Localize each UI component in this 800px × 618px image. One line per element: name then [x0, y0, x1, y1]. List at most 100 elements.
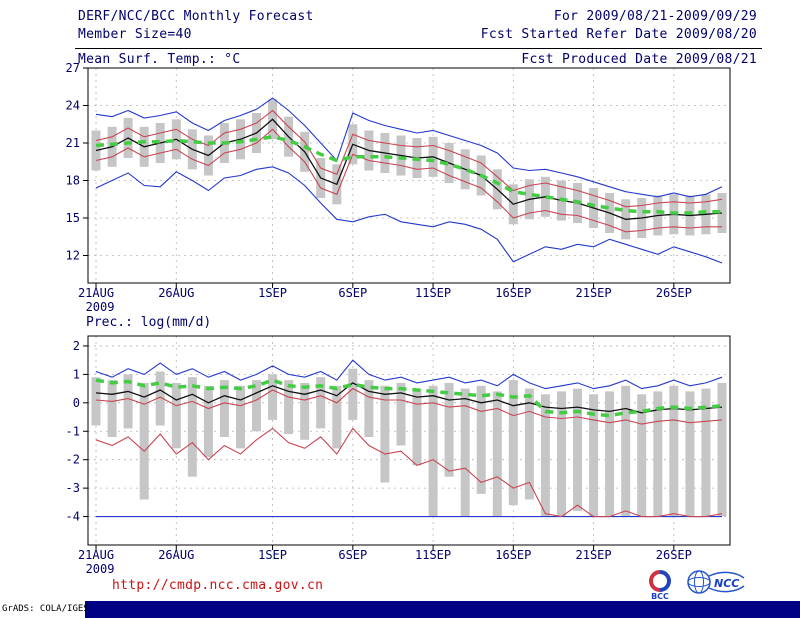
y-tick-label: -3	[66, 481, 80, 495]
x-tick-label: 11SEP	[415, 286, 451, 300]
ensemble-spread-bar	[187, 377, 197, 477]
member-size-label: Member Size=40	[78, 27, 192, 42]
lower-spread-line	[95, 427, 723, 518]
ensemble-mean-line	[95, 382, 723, 414]
ensemble-mean-line	[95, 118, 723, 220]
ensemble-spread-bar	[428, 385, 438, 517]
ensemble-spread-bar	[685, 391, 695, 517]
precipitation-panel-title: Prec.: log(mm/d)	[86, 315, 212, 330]
climatology-dashed-line	[95, 135, 722, 215]
ensemble-spread-bar	[348, 368, 358, 420]
ensemble-spread-bar	[476, 385, 486, 494]
ensemble-spread-bar	[540, 394, 550, 517]
ensemble-min-line	[95, 166, 723, 264]
x-tick-label: 11SEP	[415, 548, 451, 562]
ensemble-spread-bar	[107, 380, 117, 437]
ensemble-spread-bar	[589, 394, 599, 517]
page-title: DERF/NCC/BCC Monthly Forecast	[78, 9, 314, 24]
temperature-panel: 27 24 21 18 15 12 21AUG 26AUG 1SEP 6SEP 11SEP 16SEP…	[66, 61, 731, 314]
precipitation-panel: 2 1 0 -1 -2 -3 -4 21AUG 26AUG 1SEP 6SEP 11SEP 16SEP 2…	[66, 335, 731, 576]
ensemble-spread-bar	[669, 385, 679, 517]
ensemble-spread-bar	[557, 391, 566, 517]
x-tick-label: 26SEP	[656, 548, 692, 562]
bcc-logo-icon: BCC	[649, 570, 671, 600]
y-tick-label: -1	[66, 424, 80, 438]
x-tick-label: 1SEP	[258, 548, 287, 562]
plot-frame	[87, 67, 731, 284]
x-tick-label: 21AUG	[78, 548, 114, 562]
ensemble-spread-bar	[444, 382, 454, 477]
y-tick-label: 12	[66, 249, 80, 263]
ensemble-spread-bar	[316, 377, 326, 429]
ensemble-spread-bar	[701, 388, 711, 517]
x-tick-label: 6SEP	[338, 286, 367, 300]
ensemble-spread-bar	[621, 385, 631, 517]
x-tick-label: 21AUG	[78, 286, 114, 300]
ensemble-spread-bar	[123, 374, 133, 429]
ensemble-spread-bar	[203, 385, 213, 457]
ensemble-spread-bar	[364, 380, 374, 437]
y-tick-label: 1	[73, 367, 80, 381]
ensemble-spread-bar	[236, 385, 245, 449]
ensemble-spread-bar	[252, 380, 261, 432]
temperature-panel-title: Mean Surf. Temp.: °C	[78, 52, 241, 67]
x-tick-label: 16SEP	[495, 286, 531, 300]
bcc-logo-label: BCC	[651, 592, 669, 600]
ensemble-spread-bar	[219, 380, 229, 437]
year-label: 2009	[86, 562, 115, 576]
ensemble-spread-bar	[492, 391, 502, 517]
plot-frame	[87, 335, 731, 546]
ensemble-spread-bar	[268, 374, 278, 420]
x-tick-label: 21SEP	[576, 548, 612, 562]
lower-spread-line	[95, 128, 722, 233]
y-tick-label: -4	[66, 510, 80, 524]
produced-date-label: Fcst Produced Date 2009/08/21	[521, 52, 757, 67]
x-tick-label: 6SEP	[338, 548, 367, 562]
ensemble-max-line	[95, 97, 723, 198]
ensemble-spread-bar	[332, 385, 342, 449]
header-divider	[75, 48, 762, 49]
ensemble-spread-bar	[573, 388, 582, 511]
ensemble-spread-bar	[91, 377, 101, 426]
ensemble-spread-bar	[637, 394, 647, 517]
forecast-period-label: For 2009/08/21-2009/09/29	[553, 9, 757, 24]
ensemble-spread-bar	[284, 380, 294, 435]
ensemble-spread-bar	[653, 391, 663, 517]
ensemble-spread-bar	[412, 388, 422, 466]
ensemble-spread-bar	[380, 385, 390, 483]
ensemble-max-line	[95, 359, 723, 390]
ensemble-spread-bar	[396, 382, 406, 446]
ensemble-spread-bar	[508, 380, 518, 506]
climatology-dashed-line	[95, 378, 723, 418]
x-tick-label: 26SEP	[656, 286, 692, 300]
website-url: http://cmdp.ncc.cma.gov.cn	[112, 578, 324, 593]
y-tick-label: 18	[66, 174, 80, 188]
ncc-logo-icon: NCC	[687, 570, 745, 594]
y-tick-label: 0	[73, 396, 80, 410]
x-tick-label: 26AUG	[158, 286, 194, 300]
ensemble-spread-bar	[717, 382, 727, 517]
bottom-navy-bar	[85, 601, 800, 618]
ncc-logo-label: NCC	[714, 577, 739, 590]
y-tick-label: -2	[66, 453, 80, 467]
grads-credit: GrADS: COLA/IGES	[2, 604, 89, 614]
y-tick-label: 2	[73, 339, 80, 353]
upper-spread-line	[95, 387, 723, 425]
ensemble-spread-bar	[171, 382, 181, 449]
y-tick-label: 27	[66, 61, 80, 75]
ensemble-spread-bar	[460, 388, 470, 517]
y-tick-label: 15	[66, 211, 80, 225]
refer-date-label: Fcst Started Refer Date 2009/08/20	[480, 27, 757, 42]
ensemble-spread-bar	[155, 371, 165, 426]
x-tick-label: 1SEP	[258, 286, 287, 300]
x-tick-label: 16SEP	[495, 548, 531, 562]
y-tick-label: 21	[66, 136, 80, 150]
ensemble-spread-bar	[524, 388, 534, 500]
ensemble-spread-bar	[139, 382, 149, 500]
x-tick-label: 21SEP	[576, 286, 612, 300]
ensemble-spread-bar	[300, 382, 310, 440]
x-tick-label: 26AUG	[158, 548, 194, 562]
y-tick-label: 24	[66, 99, 80, 113]
